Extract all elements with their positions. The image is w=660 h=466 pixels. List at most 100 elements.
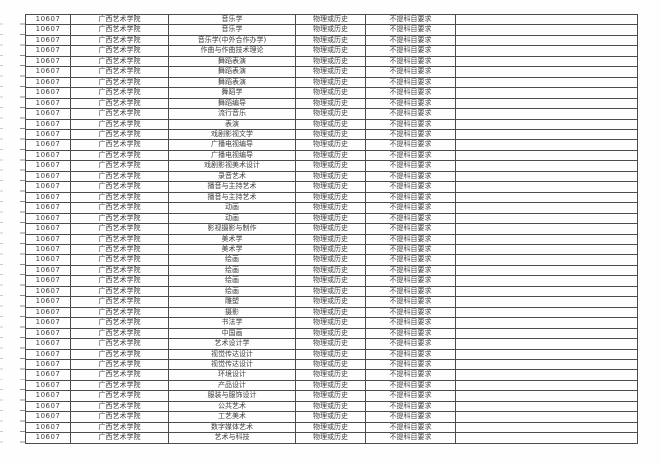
cell-subject-group: 物理或历史 [295, 24, 366, 36]
cell-college-name: 广西艺术学院 [70, 24, 169, 36]
cell-college-name: 广西艺术学院 [70, 13, 169, 26]
cell-subject-requirement: 不提科目要求 [365, 317, 456, 329]
cell-major-name: 摄影 [168, 306, 296, 319]
cell-major-name: 动画 [168, 212, 296, 225]
cell-extra [455, 149, 638, 162]
cell-college-name: 广西艺术学院 [70, 45, 169, 57]
cell-subject-group: 物理或历史 [295, 275, 366, 287]
cell-college-code: 10607 [25, 128, 71, 141]
cell-college-name: 广西艺术学院 [70, 233, 169, 245]
cell-subject-group: 物理或历史 [295, 358, 366, 371]
cell-college-code: 10607 [25, 24, 71, 36]
cell-major-name: 戏剧影视文学 [168, 128, 296, 141]
table-row: 10607 广西艺术学院 动画 物理或历史 不提科目要求 [25, 212, 638, 225]
table-row: 10607 广西艺术学院 播音与主持艺术 物理或历史 不提科目要求 [25, 191, 638, 204]
cell-college-name: 广西艺术学院 [70, 118, 169, 131]
cell-subject-requirement: 不提科目要求 [365, 432, 456, 444]
cell-subject-group: 物理或历史 [295, 379, 366, 392]
cell-college-name: 广西艺术学院 [70, 348, 169, 360]
table-row: 10607 广西艺术学院 环境设计 物理或历史 不提科目要求 [25, 369, 638, 381]
cell-subject-group: 物理或历史 [295, 13, 366, 26]
table-row: 10607 广西艺术学院 艺术设计学 物理或历史 不提科目要求 [25, 338, 638, 350]
cell-extra [455, 233, 638, 245]
cell-college-name: 广西艺术学院 [70, 432, 169, 444]
cell-college-name: 广西艺术学院 [70, 358, 169, 371]
cell-college-name: 广西艺术学院 [70, 421, 169, 434]
cell-subject-group: 物理或历史 [295, 243, 366, 256]
table-row: 10607 广西艺术学院 美术学 物理或历史 不提科目要求 [25, 243, 638, 256]
cell-major-name: 书法学 [168, 317, 296, 329]
row-grid-ticks-outer [0, 14, 3, 443]
table-row: 10607 广西艺术学院 数字媒体艺术 物理或历史 不提科目要求 [25, 421, 638, 434]
table-row: 10607 广西艺术学院 摄影 物理或历史 不提科目要求 [25, 306, 638, 319]
cell-extra [455, 296, 638, 308]
cell-subject-group: 物理或历史 [295, 432, 366, 444]
cell-extra [455, 202, 638, 214]
cell-extra [455, 285, 638, 298]
cell-major-name: 艺术设计学 [168, 338, 296, 350]
cell-college-code: 10607 [25, 296, 71, 308]
cell-college-name: 广西艺术学院 [70, 317, 169, 329]
cell-extra [455, 13, 638, 26]
cell-major-name: 播音与主持艺术 [168, 181, 296, 193]
cell-extra [455, 432, 638, 444]
cell-college-name: 广西艺术学院 [70, 34, 169, 47]
cell-subject-requirement: 不提科目要求 [365, 327, 456, 340]
cell-major-name: 播音与主持艺术 [168, 191, 296, 204]
cell-subject-requirement: 不提科目要求 [365, 212, 456, 225]
cell-college-name: 广西艺术学院 [70, 139, 169, 151]
cell-subject-requirement: 不提科目要求 [365, 191, 456, 204]
cell-major-name: 视觉传达设计 [168, 358, 296, 371]
cell-extra [455, 128, 638, 141]
cell-major-name: 工艺美术 [168, 411, 296, 423]
cell-subject-requirement: 不提科目要求 [365, 233, 456, 245]
table-row: 10607 广西艺术学院 产品设计 物理或历史 不提科目要求 [25, 379, 638, 392]
cell-college-code: 10607 [25, 327, 71, 340]
cell-extra [455, 181, 638, 193]
cell-extra [455, 390, 638, 402]
cell-college-code: 10607 [25, 264, 71, 277]
cell-extra [455, 254, 638, 266]
cell-subject-requirement: 不提科目要求 [365, 87, 456, 99]
cell-college-code: 10607 [25, 212, 71, 225]
cell-extra [455, 139, 638, 151]
cell-college-code: 10607 [25, 233, 71, 245]
cell-subject-requirement: 不提科目要求 [365, 400, 456, 413]
cell-subject-group: 物理或历史 [295, 306, 366, 319]
cell-extra [455, 191, 638, 204]
admission-table-body: 10607 广西艺术学院 音乐学 物理或历史 不提科目要求 10607 广西艺术学院 音乐学物… [25, 13, 638, 444]
cell-college-code: 10607 [25, 223, 71, 235]
table-row: 10607 广西艺术学院 录音艺术 物理或历史 不提科目要求 [25, 170, 638, 183]
cell-college-code: 10607 [25, 76, 71, 89]
table-row: 10607 广西艺术学院 播音与主持艺术 物理或历史 不提科目要求 [25, 181, 638, 193]
cell-subject-group: 物理或历史 [295, 191, 366, 204]
cell-extra [455, 223, 638, 235]
cell-major-name: 作曲与作曲技术理论 [168, 45, 296, 57]
cell-extra [455, 87, 638, 99]
cell-subject-requirement: 不提科目要求 [365, 243, 456, 256]
cell-subject-group: 物理或历史 [295, 160, 366, 172]
cell-subject-requirement: 不提科目要求 [365, 411, 456, 423]
table-row: 10607 广西艺术学院 音乐学 物理或历史 不提科目要求 [25, 13, 638, 26]
cell-college-name: 广西艺术学院 [70, 181, 169, 193]
cell-major-name: 广播电视编导 [168, 139, 296, 151]
cell-college-name: 广西艺术学院 [70, 223, 169, 235]
cell-college-code: 10607 [25, 87, 71, 99]
cell-subject-requirement: 不提科目要求 [365, 285, 456, 298]
cell-extra [455, 306, 638, 319]
table-row: 10607 广西艺术学院 舞蹈表演 物理或历史 不提科目要求 [25, 55, 638, 68]
cell-subject-requirement: 不提科目要求 [365, 296, 456, 308]
cell-subject-group: 物理或历史 [295, 223, 366, 235]
cell-extra [455, 45, 638, 57]
cell-college-code: 10607 [25, 369, 71, 381]
cell-major-name: 动画 [168, 202, 296, 214]
cell-extra [455, 400, 638, 413]
cell-major-name: 中国画 [168, 327, 296, 340]
cell-extra [455, 170, 638, 183]
cell-college-code: 10607 [25, 118, 71, 131]
table-row: 10607 广西艺术学院 动画 物理或历史 不提科目要求 [25, 202, 638, 214]
cell-subject-group: 物理或历史 [295, 76, 366, 89]
cell-college-name: 广西艺术学院 [70, 243, 169, 256]
cell-subject-requirement: 不提科目要求 [365, 118, 456, 131]
